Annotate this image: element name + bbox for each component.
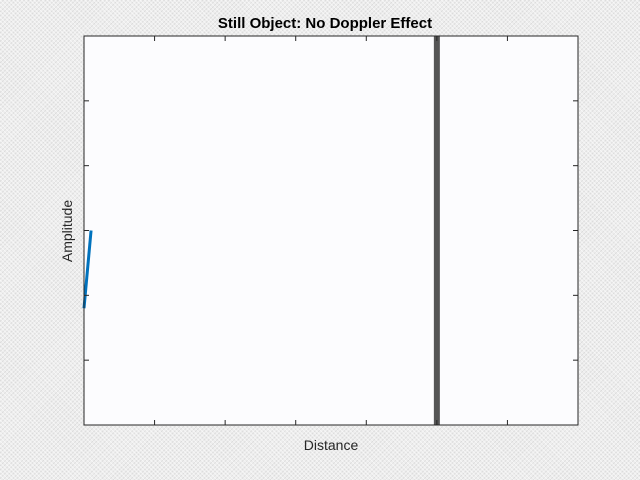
marker-layer: [433, 36, 440, 425]
object-marker-line: [433, 36, 440, 425]
plot-background: [84, 36, 578, 425]
chart-title: Still Object: No Doppler Effect: [218, 15, 432, 32]
plot-frame: [83, 35, 579, 426]
y-axis-label: Amplitude: [59, 200, 75, 262]
plot-area: [82, 35, 579, 426]
x-axis-label: Distance: [304, 437, 359, 453]
tick-layer: [84, 36, 578, 425]
